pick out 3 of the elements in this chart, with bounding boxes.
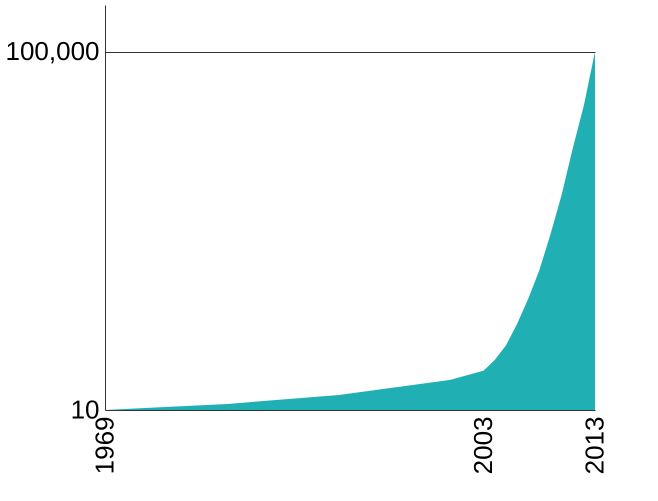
y-tick-label: 100,000	[6, 36, 100, 66]
x-tick-label: 2003	[468, 416, 498, 474]
x-tick-label: 2013	[580, 416, 610, 474]
